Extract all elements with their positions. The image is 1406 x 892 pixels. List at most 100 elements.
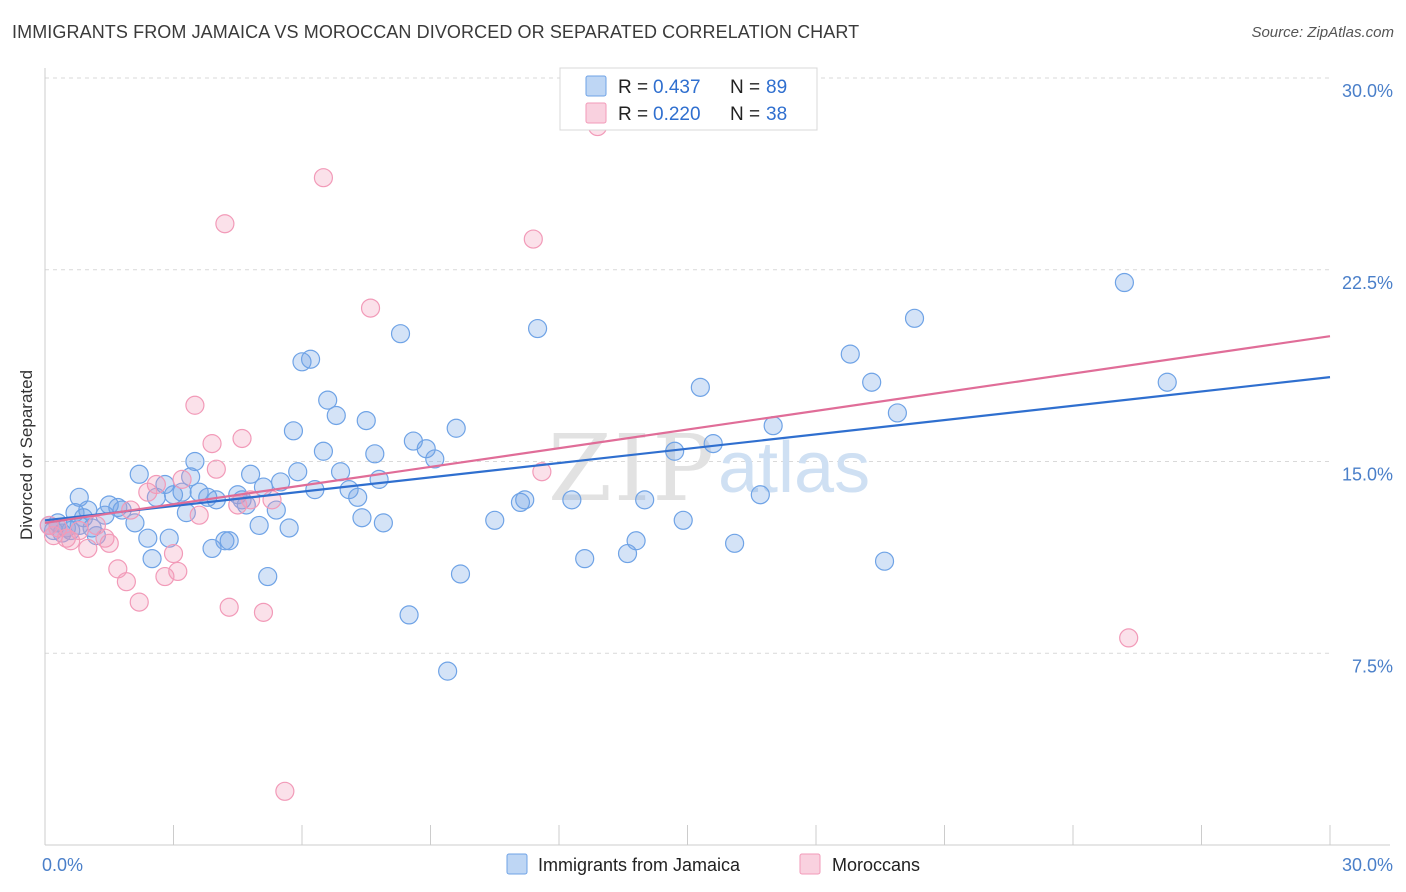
bottom-legend-label-jamaica: Immigrants from Jamaica [538,855,741,875]
y-tick-label-0: 7.5% [1352,656,1393,676]
point-s0-44 [279,518,299,538]
point-s0-85 [840,344,860,364]
point-s0-66 [438,661,458,681]
point-s1-28 [241,490,261,510]
point-s0-82 [725,533,745,553]
point-s0-33 [215,531,235,551]
legend-n-label-jamaica: N = [730,77,760,98]
trend-line-0 [44,376,1331,522]
point-s0-87 [874,551,895,571]
trend-lines [44,335,1331,524]
legend-n-value-jamaica: 89 [766,77,787,98]
legend-swatch-moroccans [585,102,607,124]
point-s0-38 [241,464,261,484]
data-points [39,116,1177,801]
point-s1-27 [232,428,252,449]
legend-box [559,67,818,131]
point-s1-20 [185,395,205,415]
point-s0-65 [425,449,445,469]
legend-swatch-jamaica [585,75,607,97]
point-s1-18 [168,561,188,582]
point-s0-76 [626,531,646,551]
bottom-legend-swatch-jamaica [506,853,528,875]
point-s0-83 [750,485,770,505]
point-s1-32 [313,168,334,188]
point-s0-57 [356,410,376,431]
x-tick-label-0: 0.0% [42,855,83,875]
y-tick-labels: 7.5% 15.0% 22.5% 30.0% [1342,81,1393,676]
point-s0-19 [138,528,158,548]
point-s0-71 [515,490,535,510]
legend: R = 0.437 N = 89 R = 0.220 N = 38 [559,67,818,131]
point-s1-21 [189,505,209,525]
chart-source: Source: ZipAtlas.com [1251,24,1394,41]
point-s1-19 [172,469,192,489]
point-s1-22 [202,434,222,454]
point-s1-9 [99,533,119,553]
point-s0-62 [399,605,419,625]
axes [44,68,1390,846]
point-s0-20 [142,549,162,569]
legend-n-value-moroccans: 38 [766,104,787,125]
point-s0-39 [249,515,269,536]
point-s1-5 [69,520,89,541]
point-s1-16 [155,566,175,587]
point-s0-18 [129,464,149,484]
point-s0-28 [185,451,205,472]
point-s0-48 [300,349,321,369]
bottom-legend-label-moroccans: Moroccans [832,855,920,875]
point-s0-88 [887,403,907,423]
trend-line-1 [44,335,1331,524]
point-s0-46 [288,462,308,482]
point-s0-56 [352,508,372,528]
y-tick-label-2: 22.5% [1342,273,1393,293]
point-s1-35 [532,462,552,482]
point-s0-68 [450,564,471,584]
point-s0-80 [690,377,710,397]
point-s0-41 [258,566,278,587]
point-s0-74 [575,549,595,569]
point-s0-72 [527,318,548,339]
point-s0-60 [373,513,393,533]
point-s0-42 [266,500,286,520]
x-tick-labels: 0.0% 30.0% [42,855,1393,875]
y-axis-label: Divorced or Separated [17,370,36,540]
legend-r-value-jamaica: 0.437 [653,77,701,98]
point-s0-69 [485,510,505,530]
point-s0-34 [219,531,239,551]
point-s1-17 [163,543,184,564]
point-s0-84 [763,416,783,436]
point-s0-89 [904,308,925,328]
point-s1-6 [78,538,98,559]
bottom-legend: Immigrants from Jamaica Moroccans [506,853,920,875]
point-s0-73 [562,490,582,510]
y-tick-label-1: 15.0% [1342,465,1393,485]
point-s1-29 [253,602,274,622]
point-s0-55 [348,487,368,507]
point-s1-13 [129,592,149,612]
watermark-zip: ZIP [548,415,716,522]
legend-r-value-moroccans: 0.220 [653,104,701,125]
point-s0-45 [283,421,304,441]
point-s1-23 [206,459,226,479]
x-tick-label-1: 30.0% [1342,855,1393,875]
chart-title: IMMIGRANTS FROM JAMAICA VS MOROCCAN DIVO… [12,22,860,42]
point-s0-17 [125,513,145,533]
watermark: ZIP atlas [548,415,870,522]
point-s0-43 [270,472,291,492]
gridlines [45,77,1330,654]
point-s0-23 [159,528,179,548]
y-tick-label-3: 30.0% [1342,81,1393,101]
point-s0-51 [318,390,338,410]
point-s0-91 [1157,372,1177,392]
point-s1-34 [523,229,543,249]
point-s0-79 [673,510,693,530]
legend-r-label-jamaica: R = [618,77,648,98]
point-s0-50 [313,441,334,461]
point-s1-24 [215,214,235,234]
point-s1-37 [1119,628,1139,648]
point-s1-15 [146,474,166,495]
point-s0-86 [862,372,882,392]
legend-r-label-moroccans: R = [618,104,648,125]
